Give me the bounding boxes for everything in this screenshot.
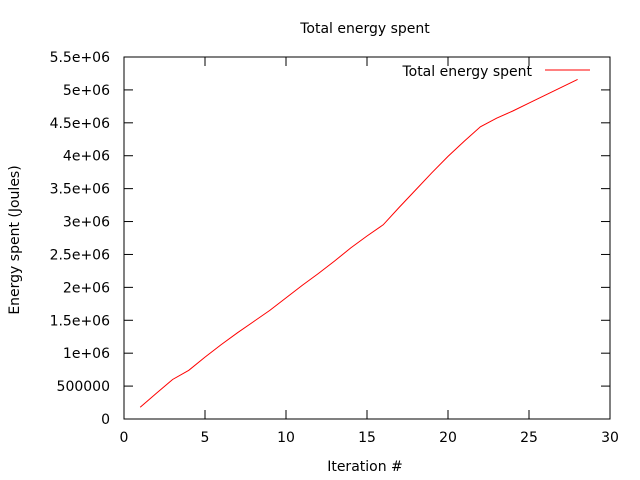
x-tick-label: 10 bbox=[277, 430, 295, 446]
y-tick-label: 3.5e+06 bbox=[50, 182, 111, 198]
series-layer bbox=[139, 78, 578, 408]
axis-ticks: 0 5 10 15 20 25 30 0 500000 1e+06 1.5e+06 2e+06 2.5e… bbox=[50, 50, 619, 446]
y-tick-label: 4.5e+06 bbox=[50, 116, 111, 132]
y-tick-label: 1.5e+06 bbox=[50, 313, 111, 329]
x-tick-label: 20 bbox=[439, 430, 457, 446]
plot-frame bbox=[123, 56, 611, 420]
x-tick-label: 5 bbox=[201, 430, 210, 446]
y-tick-label: 5.5e+06 bbox=[50, 50, 111, 66]
x-axis-label: Iteration # bbox=[327, 459, 403, 475]
x-tick-label: 25 bbox=[520, 430, 538, 446]
y-tick-label: 5e+06 bbox=[63, 83, 110, 99]
y-tick-label: 4e+06 bbox=[63, 149, 110, 165]
y-tick-label: 2.5e+06 bbox=[50, 247, 111, 263]
x-tick-label: 30 bbox=[601, 430, 619, 446]
legend-label: Total energy spent bbox=[401, 64, 532, 80]
y-tick-label: 500000 bbox=[57, 379, 110, 395]
y-axis-label: Energy spent (Joules) bbox=[7, 165, 23, 314]
x-tick-label: 15 bbox=[358, 430, 376, 446]
y-tick-label: 2e+06 bbox=[63, 280, 110, 296]
y-tick-label: 0 bbox=[101, 412, 110, 428]
y-tick-label: 3e+06 bbox=[63, 215, 110, 231]
series-line-1 bbox=[139, 78, 578, 408]
chart-title: Total energy spent bbox=[299, 21, 430, 37]
y-tick-label: 1e+06 bbox=[63, 346, 110, 362]
legend: Total energy spent bbox=[401, 64, 590, 80]
x-tick-label: 0 bbox=[120, 430, 129, 446]
